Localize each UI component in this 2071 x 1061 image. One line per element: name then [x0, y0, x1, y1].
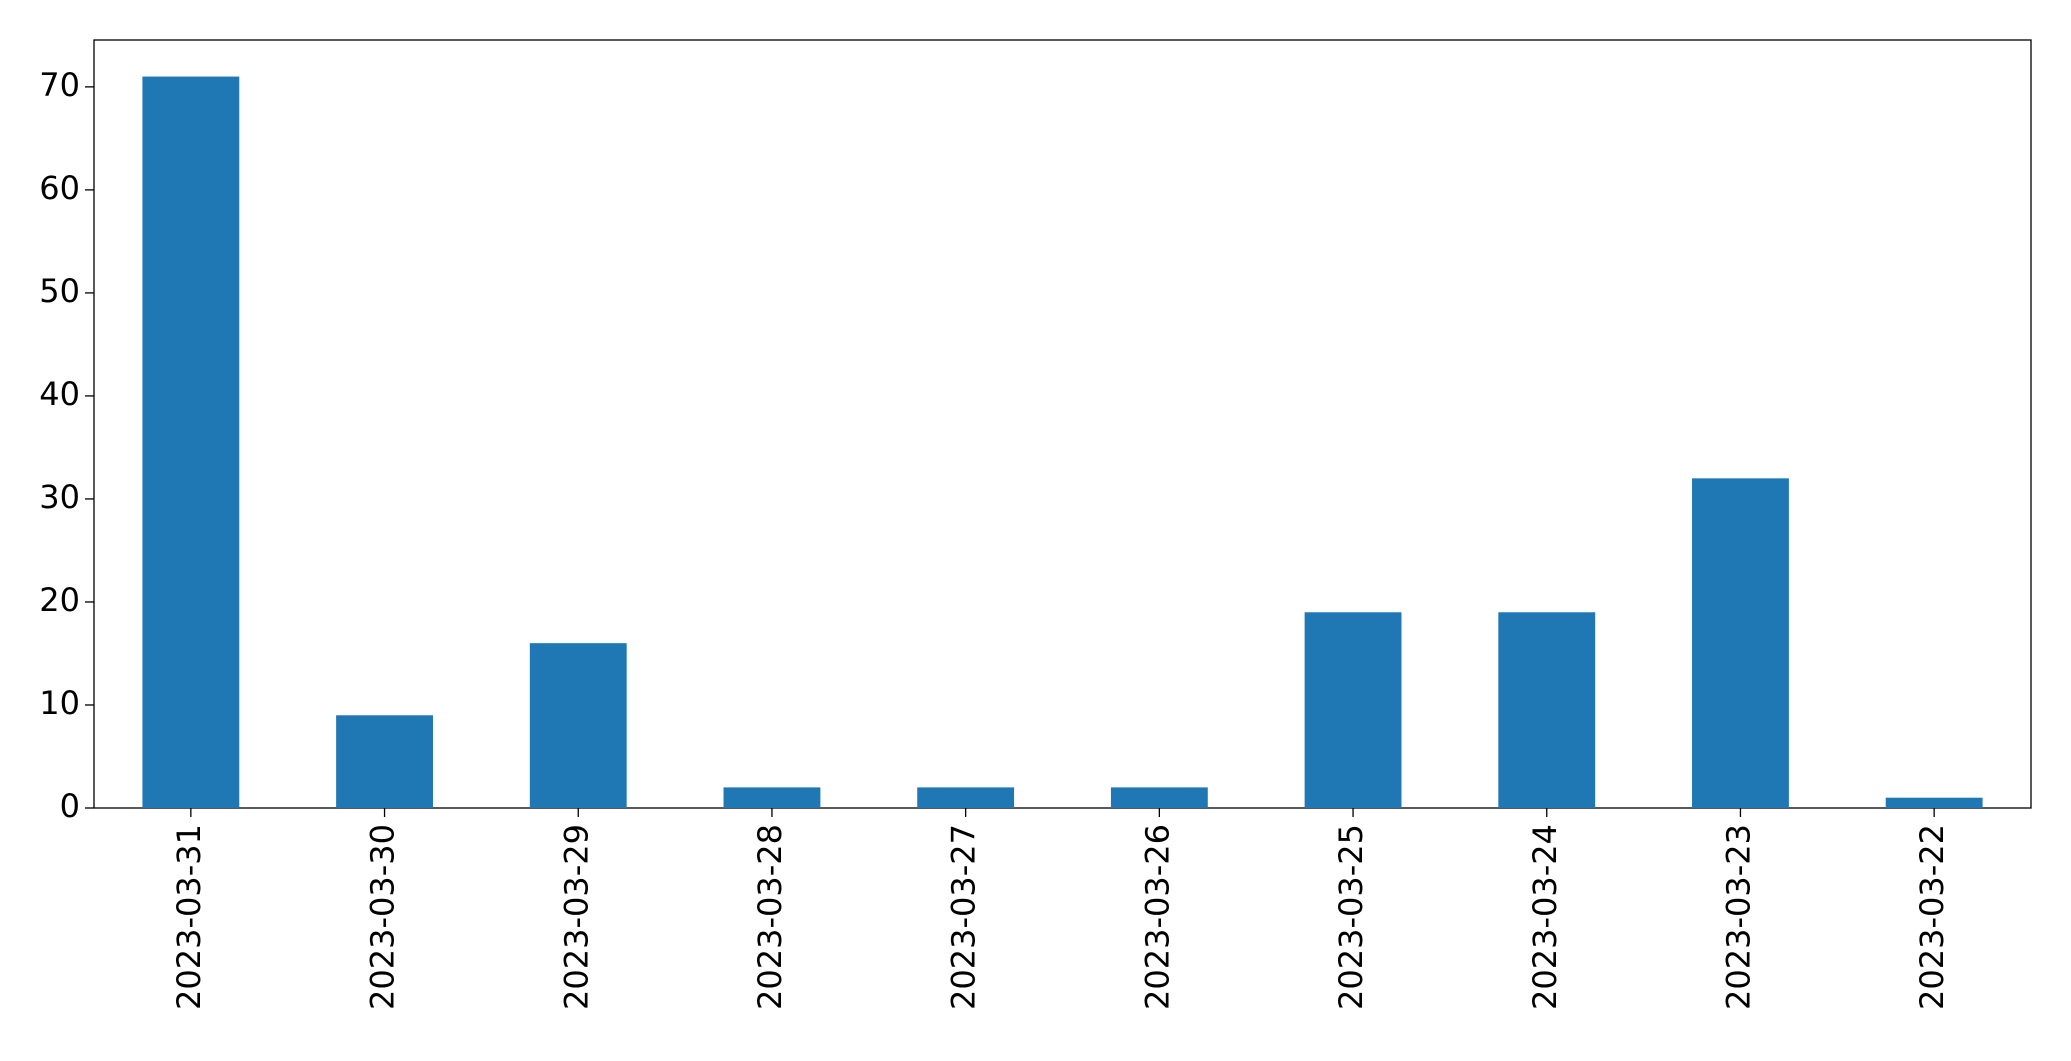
bar — [142, 76, 240, 809]
y-tick-label: 60 — [39, 169, 80, 207]
x-tick-label: 2023-03-29 — [557, 824, 595, 1010]
bar — [1885, 797, 1983, 808]
y-tick-label: 30 — [39, 478, 80, 516]
plot-frame — [93, 39, 2032, 809]
y-tick-label: 40 — [39, 375, 80, 413]
bar — [723, 787, 821, 808]
x-tick-label: 2023-03-27 — [945, 824, 983, 1010]
x-tick-label: 2023-03-23 — [1719, 824, 1757, 1010]
bar — [1498, 612, 1596, 808]
bar — [1692, 478, 1789, 808]
bar — [529, 643, 627, 808]
x-tick-label: 2023-03-31 — [170, 824, 208, 1010]
x-tick-label: 2023-03-24 — [1526, 824, 1564, 1010]
y-tick-label: 0 — [60, 787, 80, 825]
bar — [917, 787, 1015, 808]
y-tick-label: 20 — [39, 581, 80, 619]
x-tick-label: 2023-03-25 — [1332, 824, 1370, 1010]
bar — [1110, 787, 1208, 808]
y-tick-label: 70 — [39, 66, 80, 104]
x-tick-label: 2023-03-28 — [751, 824, 789, 1010]
bar — [1304, 612, 1402, 808]
bar — [336, 715, 433, 808]
y-tick-label: 10 — [39, 684, 80, 722]
x-tick-label: 2023-03-26 — [1138, 824, 1176, 1010]
x-tick-label: 2023-03-22 — [1913, 824, 1951, 1010]
y-tick-label: 50 — [39, 272, 80, 310]
x-tick-label: 2023-03-30 — [364, 824, 402, 1010]
